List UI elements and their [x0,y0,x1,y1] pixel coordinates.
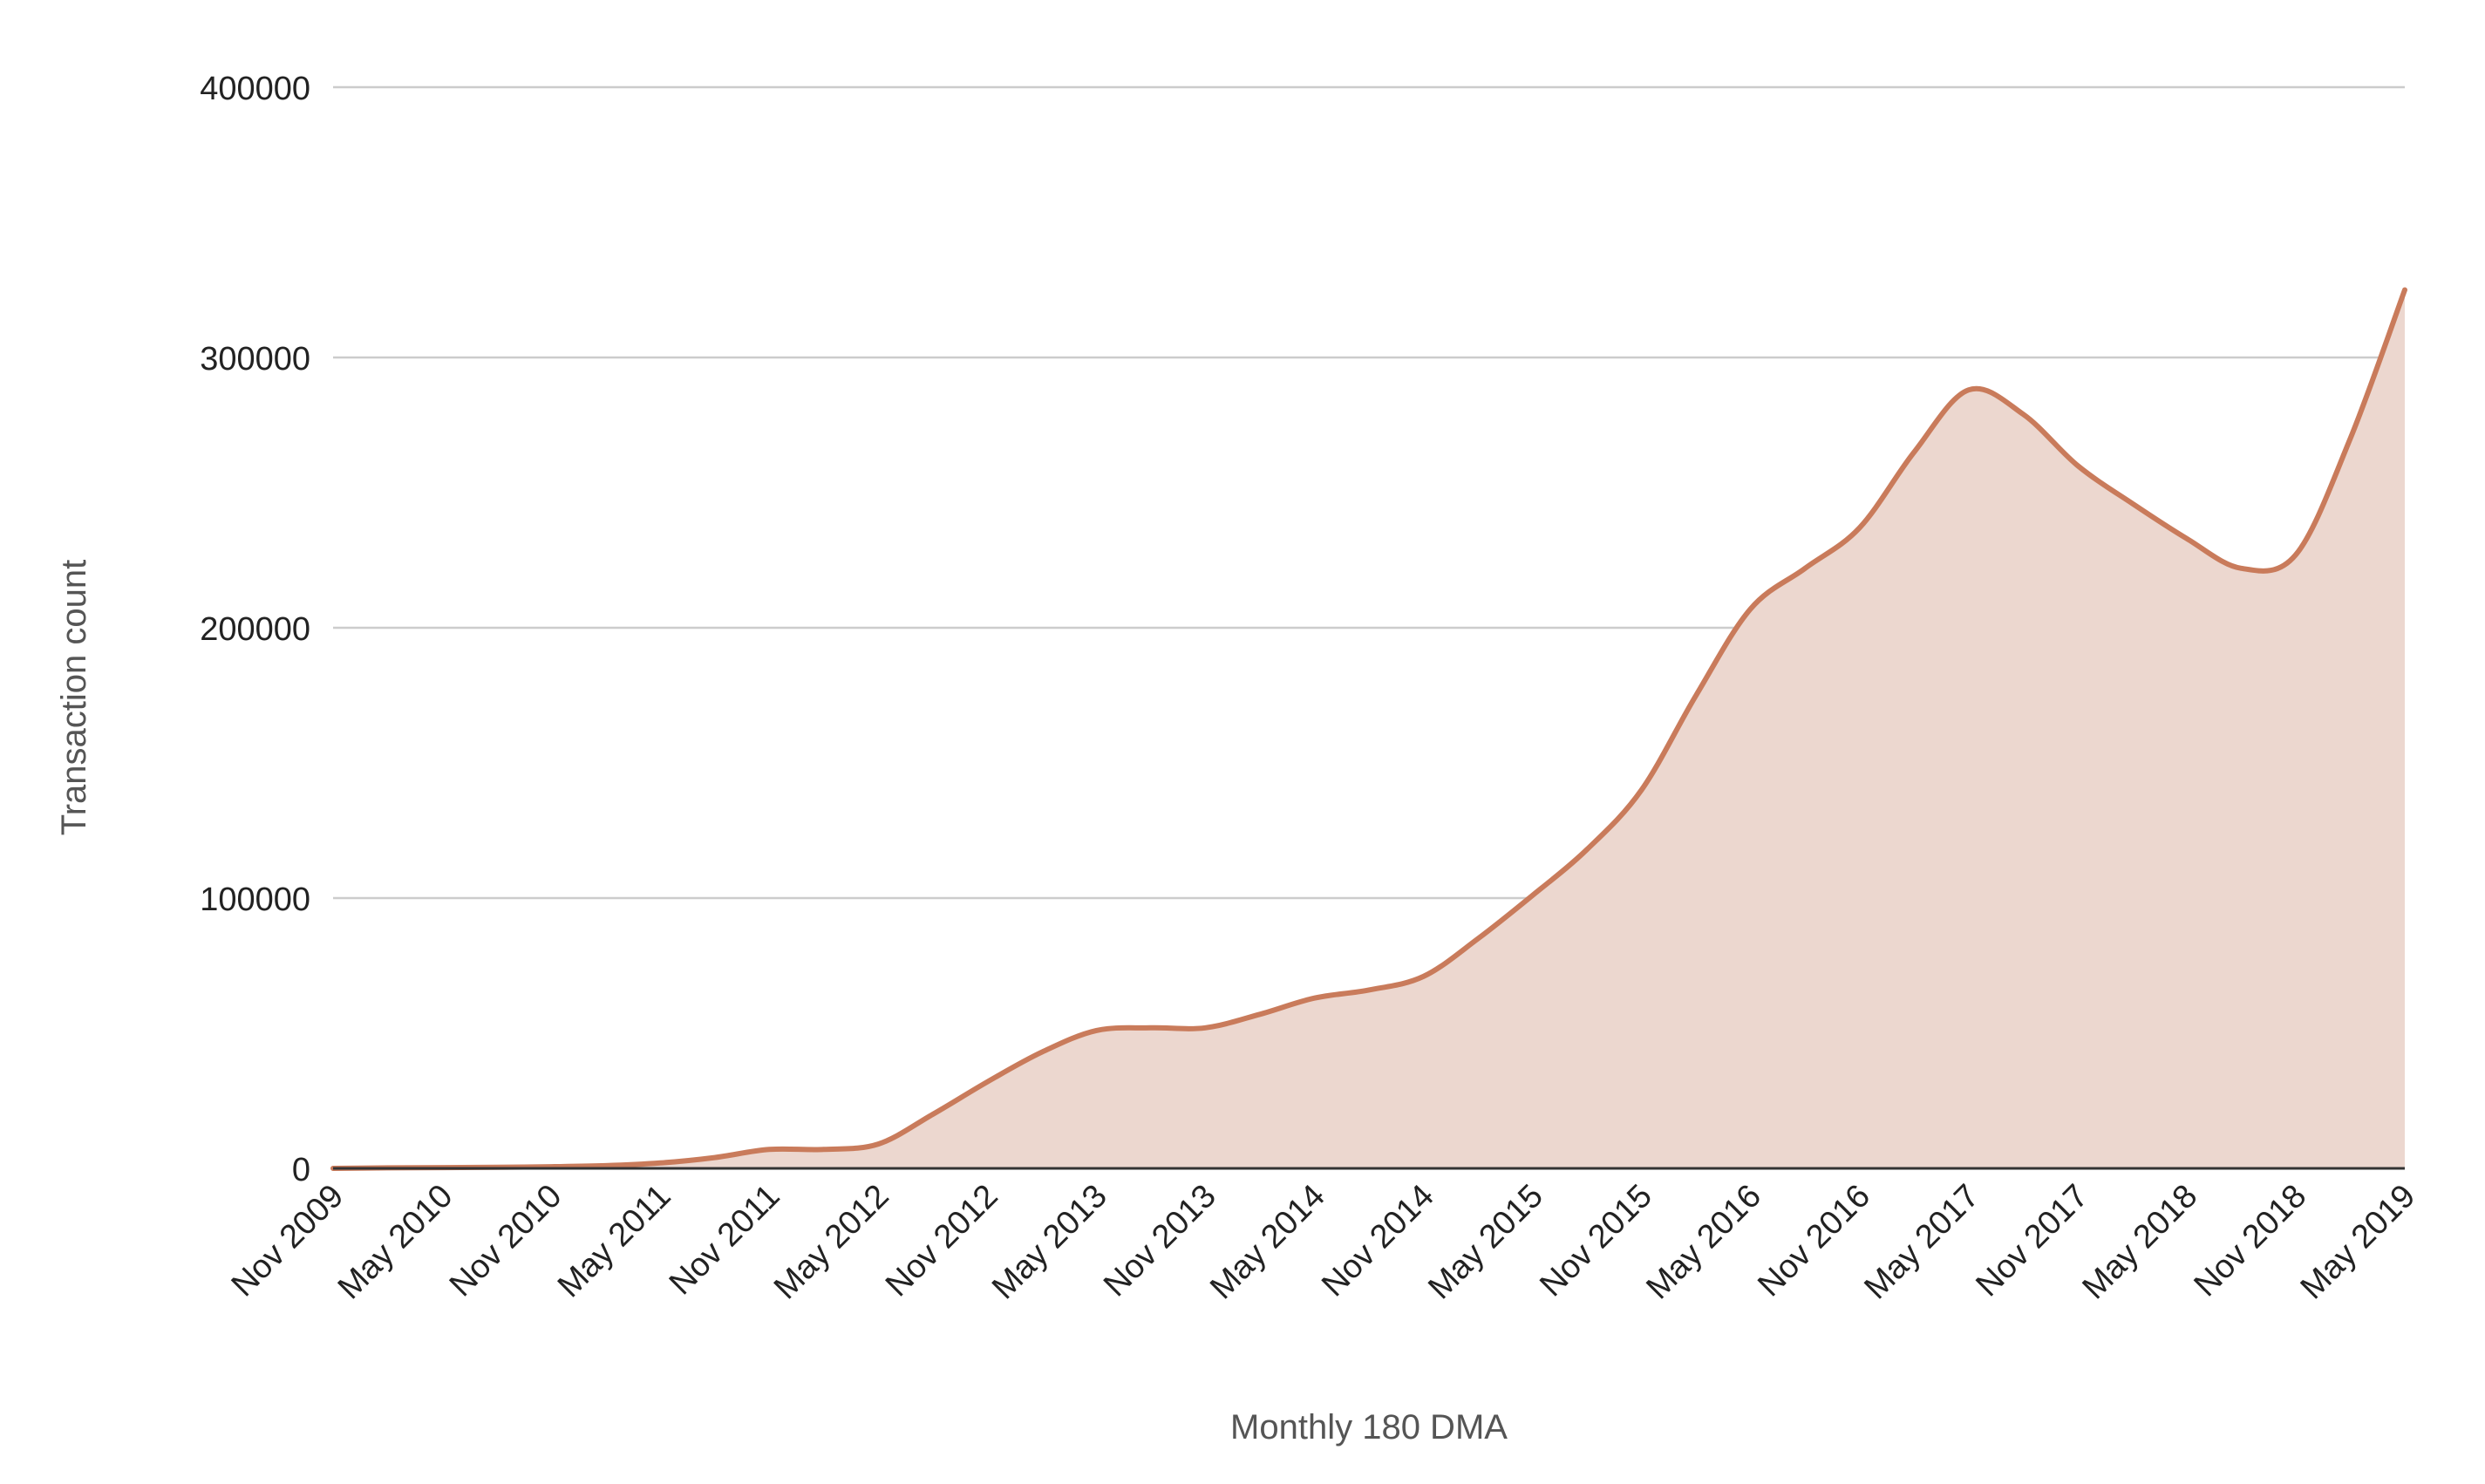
y-tick-label: 300000 [200,341,310,378]
series-area [330,287,2407,1171]
x-tick-label: Nov 2016 [1751,1178,1877,1304]
series-fill [333,289,2405,1168]
x-tick-label: May 2018 [2076,1178,2205,1307]
x-tick-label: Nov 2017 [1969,1178,2095,1304]
x-tick-label: Nov 2011 [663,1178,787,1303]
x-tick-label: Nov 2014 [1315,1178,1441,1304]
y-axis-ticks: 0 100000 200000 300000 400000 [200,71,310,1188]
x-tick-label: Nov 2015 [1533,1178,1659,1304]
series-line [330,287,2407,1171]
x-axis-title: Monthly 180 DMA [1230,1408,1508,1447]
x-tick-label: May 2011 [551,1178,678,1305]
x-tick-label: May 2014 [1203,1178,1332,1307]
x-tick-label: Nov 2010 [443,1178,569,1304]
x-tick-label: May 2016 [1639,1178,1768,1307]
x-tick-label: May 2019 [2294,1178,2423,1307]
x-tick-label: May 2010 [331,1178,460,1307]
y-axis-title: Transaction count [55,560,93,835]
x-tick-label: May 2017 [1857,1178,1986,1307]
x-tick-label: May 2012 [767,1178,896,1307]
x-tick-label: Nov 2013 [1097,1178,1223,1304]
x-tick-label: May 2015 [1421,1178,1550,1307]
x-tick-label: May 2013 [985,1178,1114,1307]
y-tick-label: 0 [292,1152,310,1188]
x-tick-label: Nov 2012 [879,1178,1005,1304]
y-tick-label: 100000 [200,882,310,918]
x-tick-label: Nov 2009 [225,1178,351,1304]
x-tick-label: Nov 2018 [2188,1178,2314,1304]
y-tick-label: 400000 [200,71,310,107]
y-tick-label: 200000 [200,611,310,648]
